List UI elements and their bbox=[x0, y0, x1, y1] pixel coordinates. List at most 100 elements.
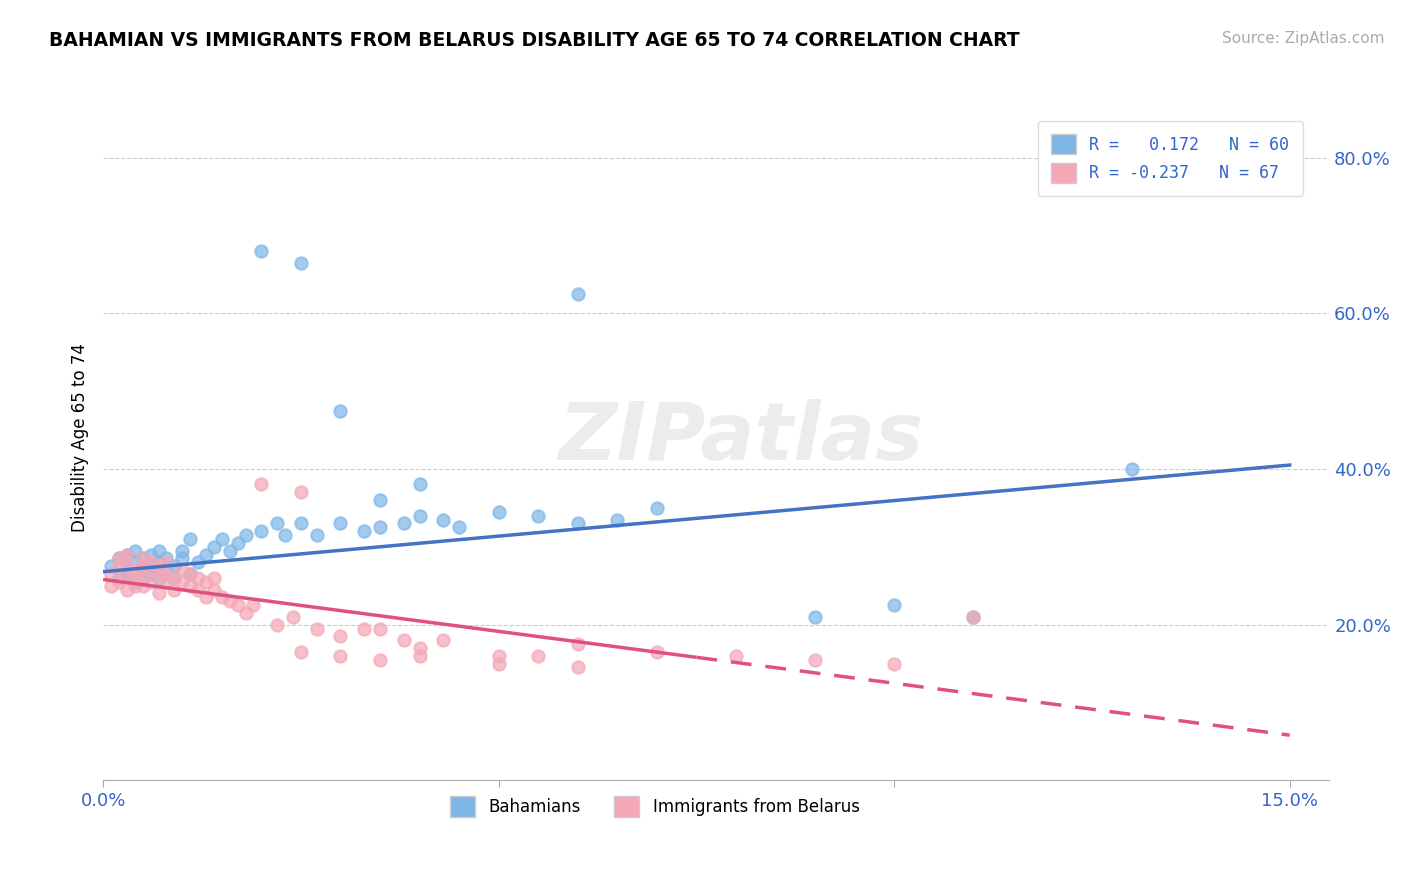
Point bbox=[124, 579, 146, 593]
Point bbox=[804, 610, 827, 624]
Point bbox=[115, 559, 138, 574]
Point bbox=[115, 548, 138, 562]
Point bbox=[488, 505, 510, 519]
Point bbox=[567, 637, 589, 651]
Point bbox=[179, 567, 201, 582]
Point bbox=[172, 574, 194, 589]
Point bbox=[368, 520, 391, 534]
Point bbox=[100, 567, 122, 582]
Point bbox=[645, 645, 668, 659]
Point bbox=[115, 548, 138, 562]
Point bbox=[108, 551, 131, 566]
Point bbox=[115, 563, 138, 577]
Point bbox=[353, 622, 375, 636]
Point bbox=[148, 555, 170, 569]
Point bbox=[163, 571, 186, 585]
Point bbox=[488, 657, 510, 671]
Point bbox=[266, 617, 288, 632]
Point bbox=[108, 559, 131, 574]
Point bbox=[187, 555, 209, 569]
Point bbox=[131, 551, 153, 566]
Point bbox=[432, 633, 454, 648]
Point bbox=[172, 563, 194, 577]
Point bbox=[179, 567, 201, 582]
Point bbox=[108, 574, 131, 589]
Point bbox=[148, 559, 170, 574]
Point bbox=[139, 555, 162, 569]
Point bbox=[368, 493, 391, 508]
Point bbox=[226, 598, 249, 612]
Point bbox=[218, 543, 240, 558]
Legend: Bahamians, Immigrants from Belarus: Bahamians, Immigrants from Belarus bbox=[443, 789, 866, 823]
Point bbox=[449, 520, 471, 534]
Point bbox=[274, 528, 297, 542]
Point bbox=[148, 567, 170, 582]
Point bbox=[962, 610, 984, 624]
Point bbox=[155, 551, 177, 566]
Point bbox=[194, 574, 217, 589]
Point bbox=[131, 551, 153, 566]
Point bbox=[724, 648, 747, 663]
Point bbox=[194, 591, 217, 605]
Point bbox=[148, 543, 170, 558]
Point bbox=[281, 610, 304, 624]
Point bbox=[115, 567, 138, 582]
Point bbox=[124, 563, 146, 577]
Point bbox=[139, 559, 162, 574]
Point bbox=[187, 571, 209, 585]
Point bbox=[124, 574, 146, 589]
Point bbox=[155, 563, 177, 577]
Point bbox=[290, 645, 312, 659]
Point bbox=[527, 648, 550, 663]
Point bbox=[179, 532, 201, 546]
Point bbox=[194, 548, 217, 562]
Text: ZIPatlas: ZIPatlas bbox=[558, 399, 924, 477]
Point bbox=[202, 582, 225, 597]
Point bbox=[408, 477, 430, 491]
Point bbox=[329, 629, 352, 643]
Point bbox=[148, 571, 170, 585]
Point bbox=[202, 571, 225, 585]
Point bbox=[488, 648, 510, 663]
Point bbox=[883, 657, 905, 671]
Point bbox=[148, 586, 170, 600]
Point bbox=[100, 559, 122, 574]
Point bbox=[155, 567, 177, 582]
Point bbox=[1121, 462, 1143, 476]
Point bbox=[172, 543, 194, 558]
Point bbox=[408, 508, 430, 523]
Point bbox=[353, 524, 375, 539]
Point bbox=[155, 574, 177, 589]
Point bbox=[527, 508, 550, 523]
Point bbox=[211, 532, 233, 546]
Point bbox=[139, 567, 162, 582]
Point bbox=[266, 516, 288, 531]
Point bbox=[250, 524, 273, 539]
Point bbox=[368, 622, 391, 636]
Point bbox=[408, 640, 430, 655]
Point bbox=[131, 571, 153, 585]
Point bbox=[115, 582, 138, 597]
Point bbox=[179, 579, 201, 593]
Point bbox=[124, 555, 146, 569]
Point bbox=[606, 512, 628, 526]
Point bbox=[250, 477, 273, 491]
Point bbox=[139, 548, 162, 562]
Point bbox=[172, 551, 194, 566]
Point bbox=[226, 536, 249, 550]
Point bbox=[329, 403, 352, 417]
Point bbox=[392, 633, 415, 648]
Point bbox=[100, 579, 122, 593]
Point bbox=[567, 286, 589, 301]
Point bbox=[108, 551, 131, 566]
Point bbox=[432, 512, 454, 526]
Point bbox=[645, 500, 668, 515]
Point bbox=[124, 543, 146, 558]
Point bbox=[108, 571, 131, 585]
Point bbox=[211, 591, 233, 605]
Point bbox=[962, 610, 984, 624]
Point bbox=[139, 563, 162, 577]
Point bbox=[408, 648, 430, 663]
Point bbox=[235, 528, 257, 542]
Point bbox=[131, 571, 153, 585]
